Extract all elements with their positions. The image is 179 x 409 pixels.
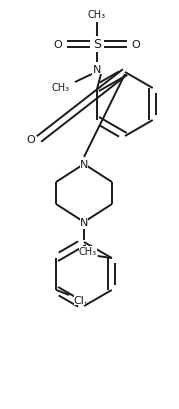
Text: S: S [93,38,101,52]
Text: N: N [93,65,101,75]
Text: N: N [80,218,88,227]
Text: O: O [54,40,62,50]
Text: CH₃: CH₃ [88,10,106,20]
Text: O: O [132,40,140,50]
Text: CH₃: CH₃ [79,246,97,256]
Text: CH₃: CH₃ [52,83,70,93]
Text: O: O [27,135,35,145]
Text: N: N [80,160,88,170]
Text: Cl: Cl [74,295,85,305]
